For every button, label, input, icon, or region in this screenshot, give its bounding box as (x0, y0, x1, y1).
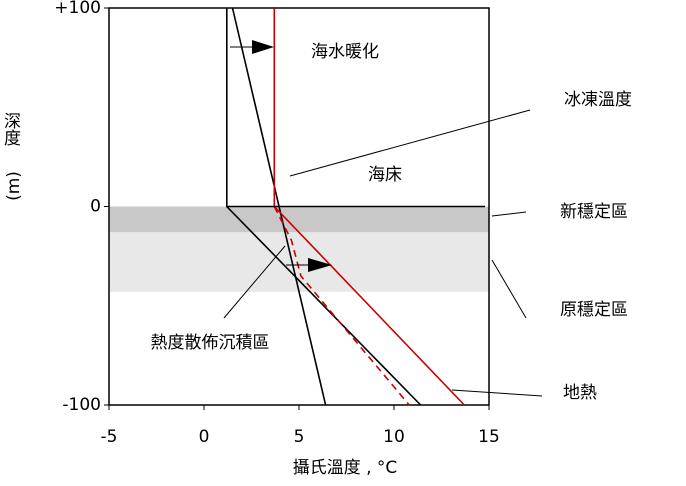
series-label: 冰凍溫度 (564, 90, 632, 110)
band (109, 232, 489, 292)
arrow-head (252, 40, 274, 54)
y-axis-label: 深度 (0, 112, 21, 146)
layout (223, 40, 543, 397)
y-tick-label: -100 (62, 395, 101, 415)
band (109, 206, 489, 233)
annotation: 熱度散佈沉積區 (151, 333, 270, 353)
y-tick-label: 0 (90, 197, 101, 217)
leader-line (223, 245, 286, 319)
band-label: 原穩定區 (560, 300, 628, 320)
y-axis-unit: (m) (4, 171, 24, 201)
x-tick-label: 10 (383, 427, 405, 447)
leader-line (491, 259, 527, 319)
x-axis-label: 攝氏溫度 , °C (293, 458, 398, 478)
leader-line (491, 211, 527, 217)
arrow-head (308, 258, 332, 272)
leader-line (451, 389, 543, 397)
x-tick-label: 0 (199, 427, 210, 447)
x-tick-label: 5 (294, 427, 305, 447)
series-line (273, 206, 410, 406)
annotation: 海水暖化 (311, 42, 379, 62)
series-label: 地熱 (563, 383, 597, 403)
plot (104, 7, 490, 410)
band-label: 新穩定區 (560, 202, 628, 222)
annotation: 海床 (368, 165, 402, 185)
y-tick-label: +100 (54, 0, 101, 18)
x-tick-label: -5 (101, 427, 118, 447)
leader-line (289, 109, 531, 177)
x-tick-label: 15 (478, 427, 500, 447)
